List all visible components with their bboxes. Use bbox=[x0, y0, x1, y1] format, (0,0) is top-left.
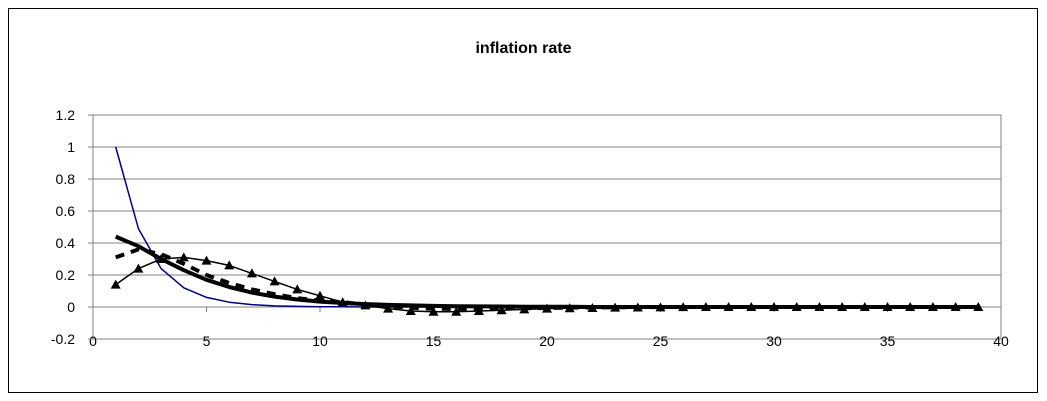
y-tick-label: 0.6 bbox=[56, 203, 76, 219]
series-4-point bbox=[950, 302, 961, 311]
y-tick-label: 0.2 bbox=[56, 267, 76, 283]
series-4-point bbox=[201, 255, 212, 265]
y-tick-label: 0.4 bbox=[56, 235, 76, 251]
series-4-point bbox=[337, 297, 348, 307]
series-4-point bbox=[315, 290, 325, 300]
series-4-point bbox=[519, 304, 530, 314]
x-tick-label: 35 bbox=[880, 333, 896, 349]
series-1-line bbox=[114, 146, 979, 308]
chart-title: inflation rate bbox=[475, 40, 572, 57]
series-4-point bbox=[292, 284, 303, 294]
series-4-point bbox=[837, 302, 848, 311]
x-tick-label: 30 bbox=[766, 333, 782, 349]
x-tick-label: 40 bbox=[993, 333, 1009, 349]
series-4-point bbox=[224, 260, 235, 270]
series-4-point bbox=[927, 302, 938, 311]
series-4-point bbox=[587, 302, 598, 312]
x-tick-label: 20 bbox=[539, 333, 555, 349]
series-4-point bbox=[632, 302, 643, 312]
series-4-point bbox=[133, 263, 144, 273]
series-4-point bbox=[269, 276, 280, 286]
x-tick-label: 25 bbox=[653, 333, 669, 349]
series-4-point bbox=[791, 302, 802, 311]
series-4-point bbox=[746, 302, 757, 311]
series-4-point bbox=[360, 300, 371, 310]
plot-area-border bbox=[92, 114, 1002, 340]
series-4-point bbox=[383, 303, 394, 313]
y-tick-label: 0 bbox=[67, 299, 75, 315]
series-2-line bbox=[114, 234, 979, 309]
series-4-point bbox=[156, 254, 167, 263]
series-4-point bbox=[610, 302, 621, 312]
series-4-point bbox=[723, 302, 734, 311]
series-4-point bbox=[451, 306, 462, 316]
y-tick-label: 1 bbox=[67, 139, 75, 155]
chart-frame bbox=[8, 8, 1038, 393]
series-4-point bbox=[655, 302, 666, 312]
series-4-point bbox=[678, 302, 689, 312]
series-4-point bbox=[178, 252, 189, 262]
x-tick-label: 15 bbox=[426, 333, 442, 349]
series-4-point bbox=[859, 302, 870, 311]
x-tick-label: 5 bbox=[203, 333, 211, 349]
series-4-point bbox=[769, 302, 779, 311]
series-4-point bbox=[700, 302, 711, 311]
series-3-line bbox=[115, 247, 979, 311]
series-4-point bbox=[973, 302, 984, 311]
y-tick-label: -0.2 bbox=[51, 331, 75, 347]
series-4-point bbox=[405, 306, 416, 315]
y-tick-label: 0.8 bbox=[56, 171, 76, 187]
series-4-point bbox=[542, 303, 552, 313]
series-4-point bbox=[473, 306, 484, 315]
x-tick-label: 0 bbox=[89, 333, 97, 349]
series-4-point bbox=[814, 302, 825, 311]
series-4-point bbox=[905, 302, 916, 311]
series-4-point bbox=[564, 303, 575, 313]
series-4-point bbox=[428, 306, 439, 316]
series-4-point bbox=[496, 305, 507, 315]
x-tick-label: 10 bbox=[312, 333, 328, 349]
series-4-point bbox=[246, 268, 257, 278]
y-tick-label: 1.2 bbox=[56, 107, 76, 123]
series-4-point bbox=[882, 302, 893, 311]
series-4-point bbox=[110, 279, 121, 289]
